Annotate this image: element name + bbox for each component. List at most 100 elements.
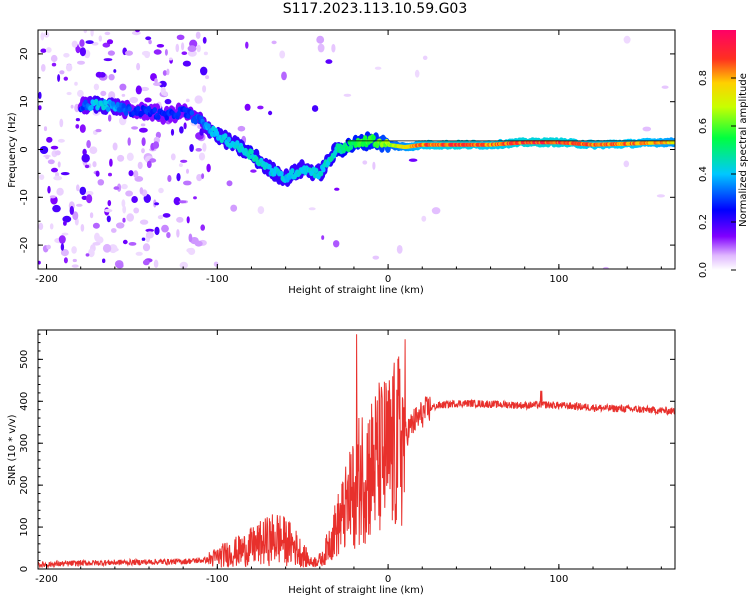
spectrogram-speckle [102,243,112,253]
spectrogram-speckle [148,39,152,45]
spectrogram-speckle [362,160,368,165]
spectrogram-speckle [205,75,210,80]
colorbar-tick-label: 0.0 [698,262,709,278]
spectrogram-speckle [103,58,113,62]
spectrogram-speckle [133,207,140,214]
spectrogram-speckle [145,228,154,233]
spectrogram-speckle [271,40,277,45]
spectrogram-speckle [162,70,167,76]
spectrogram-speckle [183,180,192,186]
spectrogram-speckle [188,247,196,255]
spectrogram-speckle [59,118,64,128]
bottom-x-axis: -200 -100 0 100 [35,330,662,585]
spectrogram-speckle [125,190,133,197]
spectrogram-speckle [61,232,69,236]
spectrogram-speckle [86,194,93,204]
spectrogram-speckle [125,50,133,56]
spectrogram-speckle [166,232,171,239]
spectrogram-speckle [183,122,187,130]
spectrogram-speckle [117,154,125,162]
spectrogram-speckle [176,229,180,238]
spectrogram-speckle [200,66,208,76]
spectrogram-speckle [200,224,205,231]
spectrogram-speckle [642,126,652,132]
spectrogram-speckle [121,93,126,97]
snr-panel: -200 -100 0 100 0 100 200 300 400 500 Height of … [7,329,676,596]
spectrogram-speckle [372,255,380,260]
spectrogram-speckle [54,150,61,156]
spectrogram-speckle [333,240,340,248]
spectrogram-speckle [38,91,42,99]
spectrogram-ridge-core [103,100,109,106]
spectrogram-speckle [421,215,427,222]
spectrogram-speckle [656,194,666,198]
spectrogram-speckle [141,50,151,56]
bottom-x-tick-label: 100 [549,574,568,585]
spectrogram-speckle [119,83,127,91]
spectrogram-speckle [162,213,171,218]
spectrogram-speckle [152,141,160,149]
spectrogram-speckle [122,217,126,223]
spectrogram-speckle [51,62,57,67]
colorbar: 0.0 0.2 0.4 0.6 0.8 Normalized spectral ampl… [698,30,749,278]
spectrogram-speckle [135,30,140,33]
spectrogram-speckle [81,195,88,200]
top-y-axis-label: Frequency (Hz) [7,112,18,188]
spectrogram-speckle [109,158,113,167]
spectrogram-speckle [316,35,325,44]
spectrogram-speckle [86,140,91,149]
spectrogram-speckle [116,222,125,229]
top-y-tick-label: 10 [19,95,30,108]
spectrogram-speckle [145,231,154,239]
spectrogram-speckle [47,185,51,194]
spectrogram-speckle [62,215,72,223]
bottom-y-tick-label: 0 [19,566,30,572]
spectrogram-ridge-core [121,103,126,109]
spectrogram-ridge-core [290,168,295,174]
top-x-axis: -200 -100 0 100 [35,30,662,285]
spectrogram-ridge-core [193,119,198,125]
spectrogram-speckle [75,124,80,129]
spectrogram-speckle [40,48,47,53]
spectrogram-ridge [77,95,675,187]
spectrogram-speckle [230,204,238,212]
spectrogram-speckle [108,244,118,254]
spectrogram-speckle [201,173,205,180]
spectrogram-speckle [49,195,56,199]
spectrogram-ridge-core [287,174,293,180]
spectrogram-ridge-core [226,136,232,143]
spectrogram-speckle [325,59,333,64]
spectrogram-speckle [173,197,181,206]
top-x-tick-label: -200 [35,274,58,285]
spectrogram-speckle [176,216,184,223]
colorbar-label: Normalized spectral amplitude [738,73,749,227]
top-y-tick-label: -20 [19,237,30,253]
spectrogram-speckle [38,105,42,111]
chart-title: S117.2023.113.10.59.G03 [282,1,468,17]
spectrogram-speckle [181,51,188,55]
spectrogram-speckle [154,78,158,84]
spectrogram-speckle [317,43,325,53]
spectrogram-speckle [196,174,203,182]
spectrogram-speckle [153,82,162,86]
spectrogram-ridge-core [249,149,254,155]
spectrogram-speckle [244,103,251,111]
spectrogram-speckle [155,131,161,139]
spectrogram-speckle [321,235,325,240]
spectrogram-speckle [374,66,382,70]
spectrogram-speckle [195,31,201,39]
spectrogram-speckle [60,249,69,257]
spectrogram-speckle [40,32,45,41]
spectrogram-ridge-core [123,110,129,116]
spectrogram-speckle [226,180,233,187]
spectrogram-speckle [188,233,193,243]
spectrogram-ridge-core [318,170,324,177]
bottom-y-tick-label: 400 [19,392,30,411]
spectrogram-speckle [268,110,273,116]
snr-series-line [38,334,675,569]
spectrogram-speckle [71,246,77,254]
spectrogram-speckle [116,263,124,269]
spectrogram-speckle [91,42,99,46]
